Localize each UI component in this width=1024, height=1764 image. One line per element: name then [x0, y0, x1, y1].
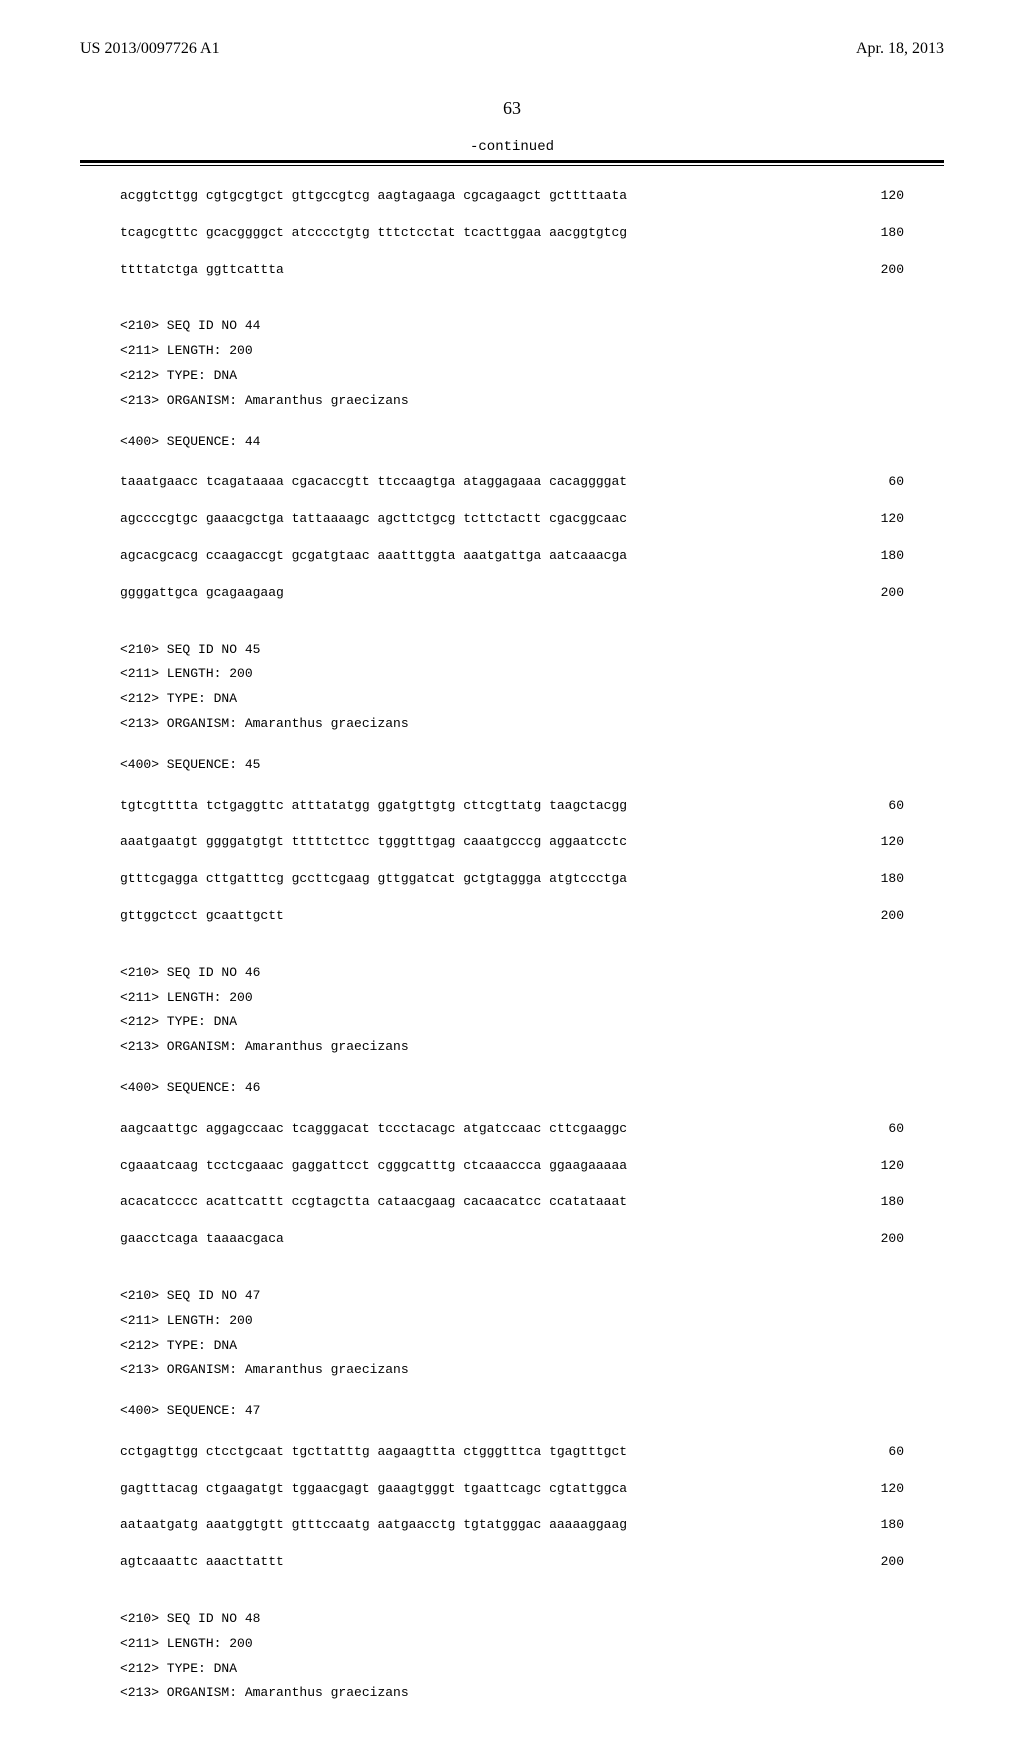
sequence-position: 180	[851, 546, 904, 567]
sequence-meta: <210> SEQ ID NO 45 <211> LENGTH: 200 <212>…	[120, 640, 904, 735]
sequence-line: agtcaaattc aaacttattt 200	[120, 1552, 904, 1573]
sequence-line: tcagcgtttc gcacggggct atcccctgtg tttctcc…	[120, 223, 904, 244]
sequence-line: acacatcccc acattcattt ccgtagctta cataacg…	[120, 1192, 904, 1213]
sequence-meta-line: <213> ORGANISM: Amaranthus graecizans	[120, 1037, 904, 1058]
sequence-meta-line: <210> SEQ ID NO 47	[120, 1286, 904, 1307]
sequence-position: 120	[851, 509, 904, 530]
sequence-meta: <210> SEQ ID NO 46 <211> LENGTH: 200 <212>…	[120, 963, 904, 1058]
sequence-meta-line: <212> TYPE: DNA	[120, 1336, 904, 1357]
page-header: US 2013/0097726 A1 Apr. 18, 2013	[0, 0, 1024, 68]
sequence-text: gaacctcaga taaaacgaca	[120, 1229, 284, 1250]
sequence-text: agccccgtgc gaaacgctga tattaaaagc agcttct…	[120, 509, 627, 530]
sequence-meta-line: <211> LENGTH: 200	[120, 988, 904, 1009]
sequence-position: 200	[851, 1552, 904, 1573]
sequence-text: aataatgatg aaatggtgtt gtttccaatg aatgaac…	[120, 1515, 627, 1536]
sequence-position: 200	[851, 1229, 904, 1250]
sequence-text: tgtcgtttta tctgaggttc atttatatgg ggatgtt…	[120, 796, 627, 817]
sequence-block: <210> SEQ ID NO 48 <211> LENGTH: 200 <212>…	[120, 1609, 904, 1724]
sequence-block: <210> SEQ ID NO 47 <211> LENGTH: 200 <212>…	[120, 1286, 904, 1589]
sequence-position: 120	[851, 1156, 904, 1177]
sequence-text: taaatgaacc tcagataaaa cgacaccgtt ttccaag…	[120, 472, 627, 493]
sequence-line: aagcaattgc aggagccaac tcagggacat tccctac…	[120, 1119, 904, 1140]
sequence-position: 120	[851, 1479, 904, 1500]
sequence-meta-line: <213> ORGANISM: Amaranthus graecizans	[120, 1360, 904, 1381]
sequence-position: 60	[851, 472, 904, 493]
sequence-listing: acggtcttgg cgtgcgtgct gttgccgtcg aagtaga…	[0, 166, 1024, 1764]
sequence-text: aaatgaatgt ggggatgtgt tttttcttcc tgggttt…	[120, 832, 627, 853]
sequence-text: agtcaaattc aaacttattt	[120, 1552, 284, 1573]
sequence-line: gagtttacag ctgaagatgt tggaacgagt gaaagtg…	[120, 1479, 904, 1500]
sequence-label: <400> SEQUENCE: 44	[120, 432, 904, 453]
sequence-meta-line: <212> TYPE: DNA	[120, 1659, 904, 1680]
sequence-text: gagtttacag ctgaagatgt tggaacgagt gaaagtg…	[120, 1479, 627, 1500]
sequence-meta: <210> SEQ ID NO 47 <211> LENGTH: 200 <212>…	[120, 1286, 904, 1381]
sequence-line: acggtcttgg cgtgcgtgct gttgccgtcg aagtaga…	[120, 186, 904, 207]
sequence-text: ttttatctga ggttcattta	[120, 260, 284, 281]
sequence-meta-line: <213> ORGANISM: Amaranthus graecizans	[120, 714, 904, 735]
page-number: 63	[0, 98, 1024, 119]
sequence-meta-line: <213> ORGANISM: Amaranthus graecizans	[120, 391, 904, 412]
sequence-line: gtttcgagga cttgatttcg gccttcgaag gttggat…	[120, 869, 904, 890]
sequence-text: acggtcttgg cgtgcgtgct gttgccgtcg aagtaga…	[120, 186, 627, 207]
sequence-block: <210> SEQ ID NO 45 <211> LENGTH: 200 <212>…	[120, 640, 904, 943]
sequence-text: gttggctcct gcaattgctt	[120, 906, 284, 927]
sequence-text: ggggattgca gcagaagaag	[120, 583, 284, 604]
sequence-label: <400> SEQUENCE: 47	[120, 1401, 904, 1422]
sequence-line: aaatgaatgt ggggatgtgt tttttcttcc tgggttt…	[120, 832, 904, 853]
sequence-position: 60	[851, 796, 904, 817]
continued-label: -continued	[0, 139, 1024, 155]
sequence-meta-line: <213> ORGANISM: Amaranthus graecizans	[120, 1683, 904, 1704]
sequence-position: 200	[851, 906, 904, 927]
sequence-text: aagcaattgc aggagccaac tcagggacat tccctac…	[120, 1119, 627, 1140]
sequence-position: 180	[851, 869, 904, 890]
sequence-position: 60	[851, 1119, 904, 1140]
publication-date: Apr. 18, 2013	[856, 40, 944, 58]
sequence-position: 180	[851, 1515, 904, 1536]
sequence-meta-line: <212> TYPE: DNA	[120, 689, 904, 710]
sequence-meta-line: <211> LENGTH: 200	[120, 1311, 904, 1332]
sequence-line: agccccgtgc gaaacgctga tattaaaagc agcttct…	[120, 509, 904, 530]
sequence-block: <210> SEQ ID NO 46 <211> LENGTH: 200 <212>…	[120, 963, 904, 1266]
sequence-text: tcagcgtttc gcacggggct atcccctgtg tttctcc…	[120, 223, 627, 244]
sequence-text: agcacgcacg ccaagaccgt gcgatgtaac aaatttg…	[120, 546, 627, 567]
sequence-meta-line: <211> LENGTH: 200	[120, 341, 904, 362]
sequence-position: 120	[851, 186, 904, 207]
sequence-line: ttttatctga ggttcattta 200	[120, 260, 904, 281]
sequence-meta-line: <211> LENGTH: 200	[120, 664, 904, 685]
sequence-line: aataatgatg aaatggtgtt gtttccaatg aatgaac…	[120, 1515, 904, 1536]
sequence-label: <400> SEQUENCE: 45	[120, 755, 904, 776]
sequence-position: 60	[851, 1442, 904, 1463]
sequence-position: 120	[851, 832, 904, 853]
sequence-line: cgaaatcaag tcctcgaaac gaggattcct cgggcat…	[120, 1156, 904, 1177]
publication-number: US 2013/0097726 A1	[80, 40, 220, 58]
sequence-label: <400> SEQUENCE: 46	[120, 1078, 904, 1099]
sequence-meta-line: <211> LENGTH: 200	[120, 1634, 904, 1655]
sequence-position: 200	[851, 583, 904, 604]
sequence-line: tgtcgtttta tctgaggttc atttatatgg ggatgtt…	[120, 796, 904, 817]
sequence-meta-line: <210> SEQ ID NO 45	[120, 640, 904, 661]
sequence-line: gaacctcaga taaaacgaca 200	[120, 1229, 904, 1250]
sequence-block: acggtcttgg cgtgcgtgct gttgccgtcg aagtaga…	[120, 186, 904, 296]
sequence-meta-line: <210> SEQ ID NO 48	[120, 1609, 904, 1630]
sequence-line: gttggctcct gcaattgctt 200	[120, 906, 904, 927]
sequence-meta-line: <212> TYPE: DNA	[120, 1012, 904, 1033]
sequence-block: <210> SEQ ID NO 44 <211> LENGTH: 200 <212>…	[120, 316, 904, 619]
sequence-position: 200	[851, 260, 904, 281]
sequence-meta: <210> SEQ ID NO 48 <211> LENGTH: 200 <212>…	[120, 1609, 904, 1704]
sequence-text: cgaaatcaag tcctcgaaac gaggattcct cgggcat…	[120, 1156, 627, 1177]
sequence-text: acacatcccc acattcattt ccgtagctta cataacg…	[120, 1192, 627, 1213]
sequence-position: 180	[851, 223, 904, 244]
sequence-line: cctgagttgg ctcctgcaat tgcttatttg aagaagt…	[120, 1442, 904, 1463]
sequence-meta-line: <210> SEQ ID NO 46	[120, 963, 904, 984]
sequence-line: taaatgaacc tcagataaaa cgacaccgtt ttccaag…	[120, 472, 904, 493]
sequence-meta-line: <210> SEQ ID NO 44	[120, 316, 904, 337]
sequence-meta-line: <212> TYPE: DNA	[120, 366, 904, 387]
sequence-line: ggggattgca gcagaagaag 200	[120, 583, 904, 604]
sequence-text: cctgagttgg ctcctgcaat tgcttatttg aagaagt…	[120, 1442, 627, 1463]
sequence-text: gtttcgagga cttgatttcg gccttcgaag gttggat…	[120, 869, 627, 890]
sequence-meta: <210> SEQ ID NO 44 <211> LENGTH: 200 <212>…	[120, 316, 904, 411]
sequence-line: agcacgcacg ccaagaccgt gcgatgtaac aaatttg…	[120, 546, 904, 567]
sequence-position: 180	[851, 1192, 904, 1213]
